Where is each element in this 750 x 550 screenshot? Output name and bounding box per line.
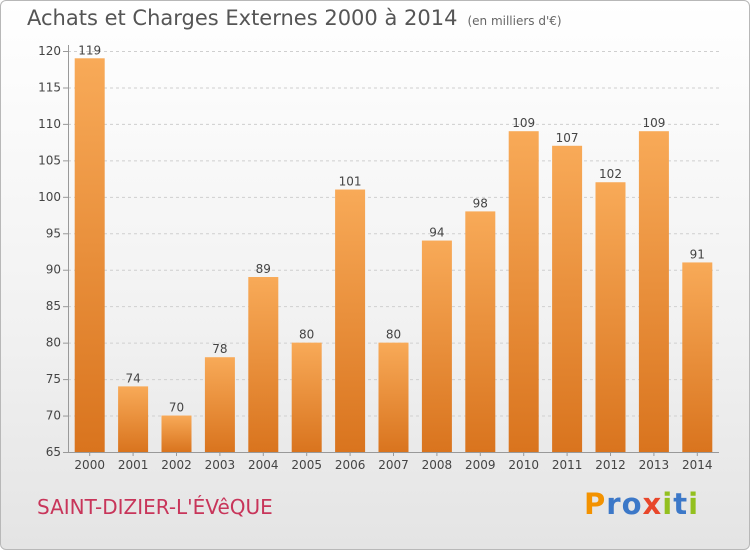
bar-2007 xyxy=(378,342,409,452)
x-tick-label: 2009 xyxy=(465,458,496,472)
y-tick-label: 110 xyxy=(38,117,61,131)
x-tick-label: 2012 xyxy=(595,458,626,472)
bar-2000 xyxy=(74,58,105,453)
data-label: 70 xyxy=(169,401,184,415)
x-tick-label: 2002 xyxy=(161,458,192,472)
bars: 119 74 70 78 89 80 101 80 94 98 109 107 102 109 91 xyxy=(74,43,713,453)
x-tick-label: 2010 xyxy=(508,458,539,472)
y-tick-label: 85 xyxy=(46,299,61,313)
x-axis: 2000 2001 2002 2003 2004 2005 2006 2007 2008 2009… xyxy=(68,452,719,472)
bar-2009 xyxy=(465,211,496,452)
logo-letter: i xyxy=(688,487,700,521)
bar-2011 xyxy=(552,145,583,453)
place-name: SAINT-DIZIER-L'ÉVêQUE xyxy=(37,495,273,519)
y-tick-label: 105 xyxy=(38,153,61,167)
data-label: 102 xyxy=(599,167,622,181)
x-tick-label: 2003 xyxy=(205,458,236,472)
logo-letter: i xyxy=(662,487,674,521)
data-label: 101 xyxy=(339,175,362,189)
x-tick-label: 2013 xyxy=(639,458,670,472)
logo-letter: o xyxy=(621,487,643,521)
x-tick-label: 2001 xyxy=(118,458,149,472)
logo-letter: t xyxy=(673,487,689,521)
bar-2006 xyxy=(335,189,366,452)
x-tick-label: 2008 xyxy=(422,458,453,472)
bar-2003 xyxy=(204,357,235,452)
y-tick-label: 75 xyxy=(46,372,61,386)
y-tick-label: 95 xyxy=(46,226,61,240)
data-label: 78 xyxy=(212,342,227,356)
x-tick-label: 2000 xyxy=(74,458,105,472)
data-label: 80 xyxy=(299,328,314,342)
chart-title-text: Achats et Charges Externes 2000 à 2014 xyxy=(27,6,458,30)
data-label: 89 xyxy=(256,262,271,276)
data-label: 74 xyxy=(125,371,140,385)
chart-unit: (en milliers d'€) xyxy=(467,14,562,28)
x-tick-label: 2007 xyxy=(378,458,409,472)
bar-2004 xyxy=(248,277,279,452)
y-tick-label: 115 xyxy=(38,80,61,94)
x-tick-label: 2014 xyxy=(682,458,713,472)
bar-2012 xyxy=(595,182,626,452)
data-label: 109 xyxy=(512,116,535,130)
y-tick-label: 65 xyxy=(46,445,61,459)
y-axis: 65 70 75 80 85 90 95 100 105 110 115 120 xyxy=(38,44,69,459)
y-tick-label: 70 xyxy=(46,409,61,423)
data-label: 107 xyxy=(556,131,579,145)
data-label: 94 xyxy=(429,226,444,240)
bar-2005 xyxy=(291,342,322,452)
logo-letter: r xyxy=(606,487,622,521)
bar-2013 xyxy=(638,131,669,452)
bar-2014 xyxy=(682,262,713,452)
y-tick-label: 100 xyxy=(38,190,61,204)
bar-2010 xyxy=(508,131,539,452)
data-label: 80 xyxy=(386,328,401,342)
data-label: 98 xyxy=(473,196,488,210)
bar-2002 xyxy=(161,415,192,452)
bar-2008 xyxy=(421,240,452,452)
y-tick-label: 90 xyxy=(46,263,61,277)
x-tick-label: 2006 xyxy=(335,458,366,472)
chart-title: Achats et Charges Externes 2000 à 2014 (e… xyxy=(27,6,562,30)
y-tick-label: 120 xyxy=(38,44,61,58)
logo-letter: P xyxy=(584,487,607,521)
data-label: 119 xyxy=(78,43,101,57)
data-label: 91 xyxy=(690,247,705,261)
y-tick-label: 80 xyxy=(46,336,61,350)
x-tick-label: 2011 xyxy=(552,458,583,472)
x-tick-label: 2005 xyxy=(291,458,322,472)
logo-letter: x xyxy=(642,487,663,521)
proxiti-logo[interactable]: Proxiti xyxy=(584,487,699,521)
data-label: 109 xyxy=(642,116,665,130)
x-tick-label: 2004 xyxy=(248,458,279,472)
bar-2001 xyxy=(118,386,149,452)
